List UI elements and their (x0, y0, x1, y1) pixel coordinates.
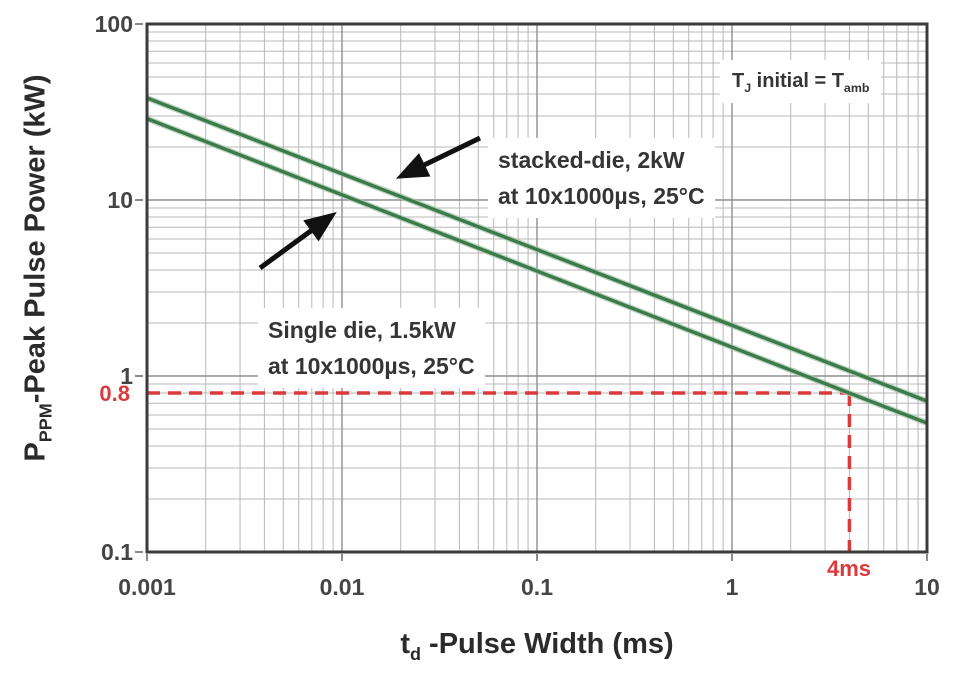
x-axis-title: td -Pulse Width (ms) (400, 628, 674, 664)
x-tick-label-10: 10 (914, 574, 940, 600)
x-tick-label-0p01: 0.01 (319, 574, 365, 600)
y-axis-symbol-subscript: PPM (35, 403, 56, 443)
series-line-single-die (146, 117, 928, 425)
series-line-stacked-die (146, 96, 928, 403)
arrow-shaft-single-die (258, 225, 318, 270)
plot-border (145, 22, 929, 554)
stacked-die-annotation: stacked-die, 2kW at 10x1000µs, 25°C (488, 138, 715, 218)
y-axis-symbol: P (19, 442, 52, 462)
y-axis-title-text: -Peak Pulse Power (kW) (19, 74, 52, 404)
condition-annotation: TJ initial = Tamb (720, 60, 882, 103)
x-axis-title-text: -Pulse Width (ms) (420, 628, 674, 660)
stacked-die-label-line1: stacked-die, 2kW (498, 147, 685, 173)
arrow-shaft-stacked-die (418, 135, 482, 170)
single-die-annotation: Single die, 1.5kW at 10x1000µs, 25°C (258, 308, 485, 388)
stacked-die-label-line2: at 10x1000µs, 25°C (498, 183, 705, 209)
y-tick-label-0p1: 0.1 (101, 539, 133, 565)
guide-x-value-label: 4ms (826, 556, 872, 581)
tamb-symbol: T (831, 70, 844, 92)
arrow-head-stacked-die (395, 153, 431, 179)
x-tick-label-0p001: 0.001 (118, 574, 176, 600)
x-tick-label-1: 1 (725, 574, 739, 600)
guide-y-value-label: 0.8 (99, 381, 130, 406)
tamb-subscript: amb (843, 81, 870, 95)
y-tick-label-100: 100 (94, 11, 133, 37)
x-axis-symbol: t (400, 628, 410, 660)
tj-subscript: J (744, 81, 752, 95)
x-axis-symbol-subscript: d (409, 643, 421, 664)
y-tick-label-1: 1 (120, 363, 133, 389)
y-tick-label-10: 10 (107, 187, 133, 213)
single-die-label-line1: Single die, 1.5kW (268, 317, 456, 343)
y-axis-title: PPPM-Peak Pulse Power (kW) (19, 74, 56, 462)
single-die-label-line2: at 10x1000µs, 25°C (268, 353, 475, 379)
x-tick-label-0p1: 0.1 (521, 574, 553, 600)
arrow-head-single-die (303, 211, 337, 242)
condition-equals-text: initial = (751, 70, 832, 92)
tj-symbol: T (732, 70, 745, 92)
